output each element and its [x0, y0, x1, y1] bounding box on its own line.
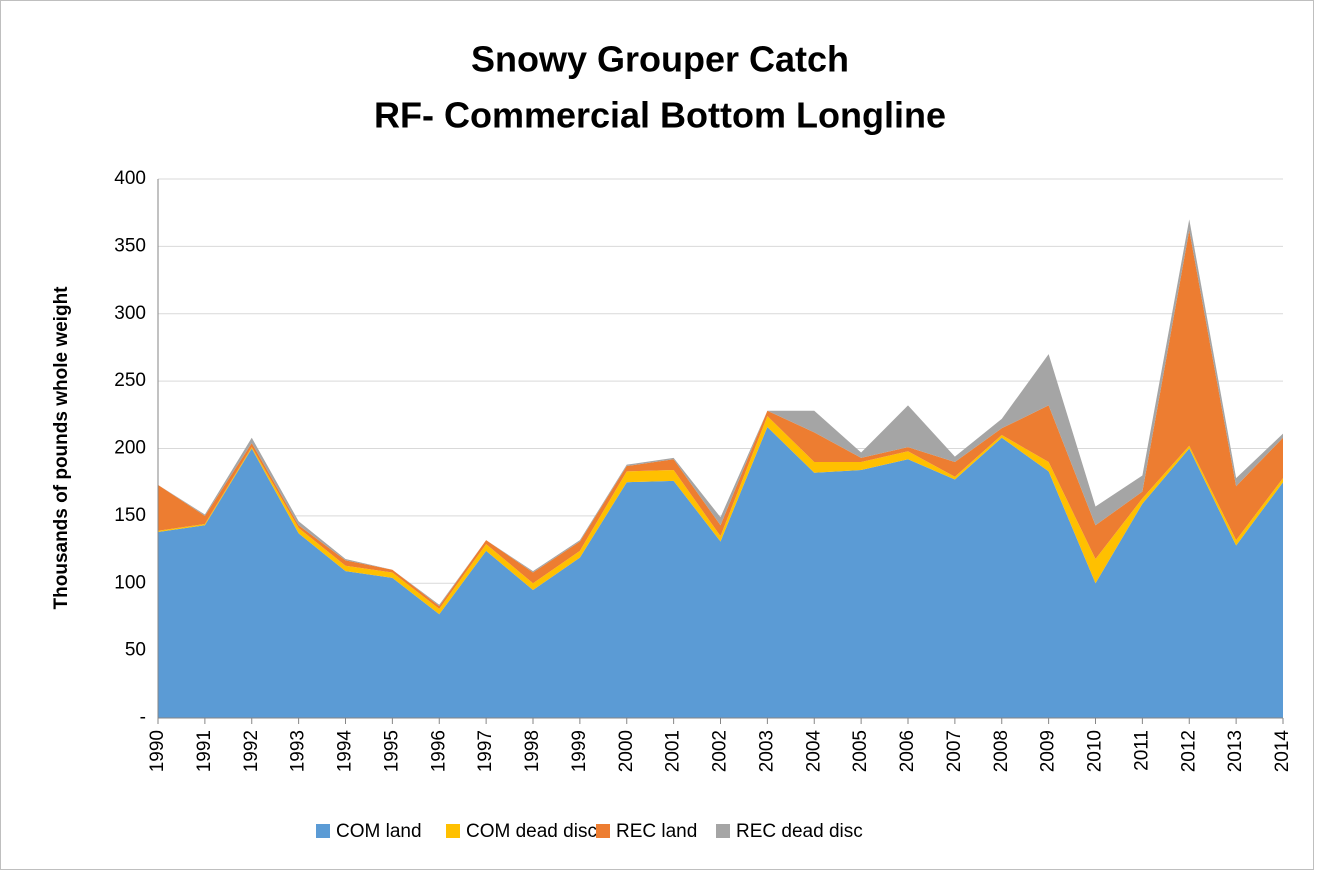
x-tick-label: 1993 — [288, 730, 309, 772]
y-tick-label: 250 — [114, 370, 146, 391]
x-tick-label: 1995 — [381, 730, 402, 772]
y-axis-label: Thousands of pounds whole weight — [51, 286, 72, 610]
legend-label: COM land — [336, 821, 422, 842]
x-tick-label: 2004 — [803, 730, 824, 773]
x-tick-label: 2008 — [991, 730, 1012, 772]
x-tick-label: 1996 — [428, 730, 449, 772]
x-tick-label: 2007 — [944, 730, 965, 772]
y-tick-label: 350 — [114, 235, 146, 256]
area — [158, 230, 1283, 609]
x-tick-label: 2012 — [1178, 730, 1199, 772]
x-tick-label: 1994 — [335, 730, 356, 773]
legend-swatch — [596, 824, 610, 838]
legend-label: REC land — [616, 821, 697, 842]
x-tick-label: 1997 — [475, 730, 496, 772]
x-tick-label: 2003 — [756, 730, 777, 772]
legend-label: REC dead disc — [736, 821, 863, 842]
y-tick-label: 150 — [114, 505, 146, 526]
y-tick-label: 200 — [114, 438, 146, 459]
y-tick-label: 50 — [125, 640, 146, 661]
x-tick-label: 2006 — [897, 730, 918, 772]
x-tick-label: 1990 — [147, 730, 168, 772]
y-tick-label: 300 — [114, 303, 146, 324]
x-tick-label: 1998 — [522, 730, 543, 772]
x-tick-label: 1992 — [241, 730, 262, 772]
x-tick-label: 2011 — [1131, 730, 1152, 771]
x-tick-label: 1999 — [569, 730, 590, 772]
legend-swatch — [716, 824, 730, 838]
x-tick-label: 2001 — [663, 730, 684, 772]
y-tick-label: 400 — [114, 168, 146, 189]
legend-swatch — [316, 824, 330, 838]
y-tick-label: - — [140, 707, 146, 728]
x-tick-label: 2013 — [1225, 730, 1246, 772]
chart-title: Snowy Grouper Catch — [471, 39, 849, 80]
x-tick-label: 2005 — [850, 730, 871, 772]
x-tick-label: 2014 — [1272, 730, 1293, 773]
area — [158, 219, 1283, 607]
x-tick-label: 2000 — [616, 730, 637, 772]
x-tick-label: 2002 — [710, 730, 731, 772]
x-tick-label: 1991 — [194, 730, 215, 772]
x-tick-label: 2009 — [1038, 730, 1059, 772]
area — [158, 426, 1283, 718]
y-tick-label: 100 — [114, 572, 146, 593]
legend-label: COM dead disc — [466, 821, 597, 842]
legend-swatch — [446, 824, 460, 838]
chart-subtitle: RF- Commercial Bottom Longline — [374, 95, 946, 136]
x-tick-label: 2010 — [1085, 730, 1106, 772]
